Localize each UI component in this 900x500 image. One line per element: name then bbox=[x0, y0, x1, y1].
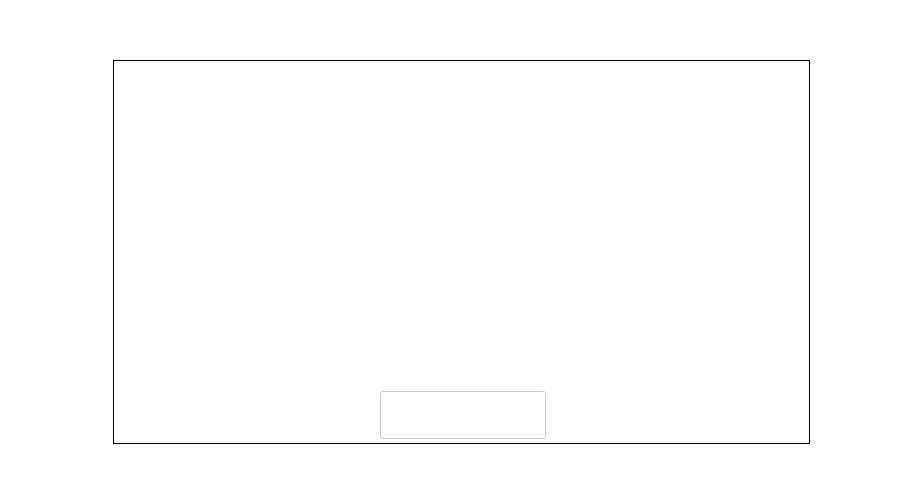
legend-row-distinct-ips bbox=[388, 396, 537, 415]
legend-swatch-distinct-ips bbox=[388, 400, 416, 411]
legend-row-downloads bbox=[388, 415, 537, 434]
plot-frame bbox=[113, 60, 810, 444]
legend-swatch-downloads bbox=[388, 419, 416, 430]
legend bbox=[380, 391, 546, 439]
plot-area bbox=[113, 60, 810, 444]
